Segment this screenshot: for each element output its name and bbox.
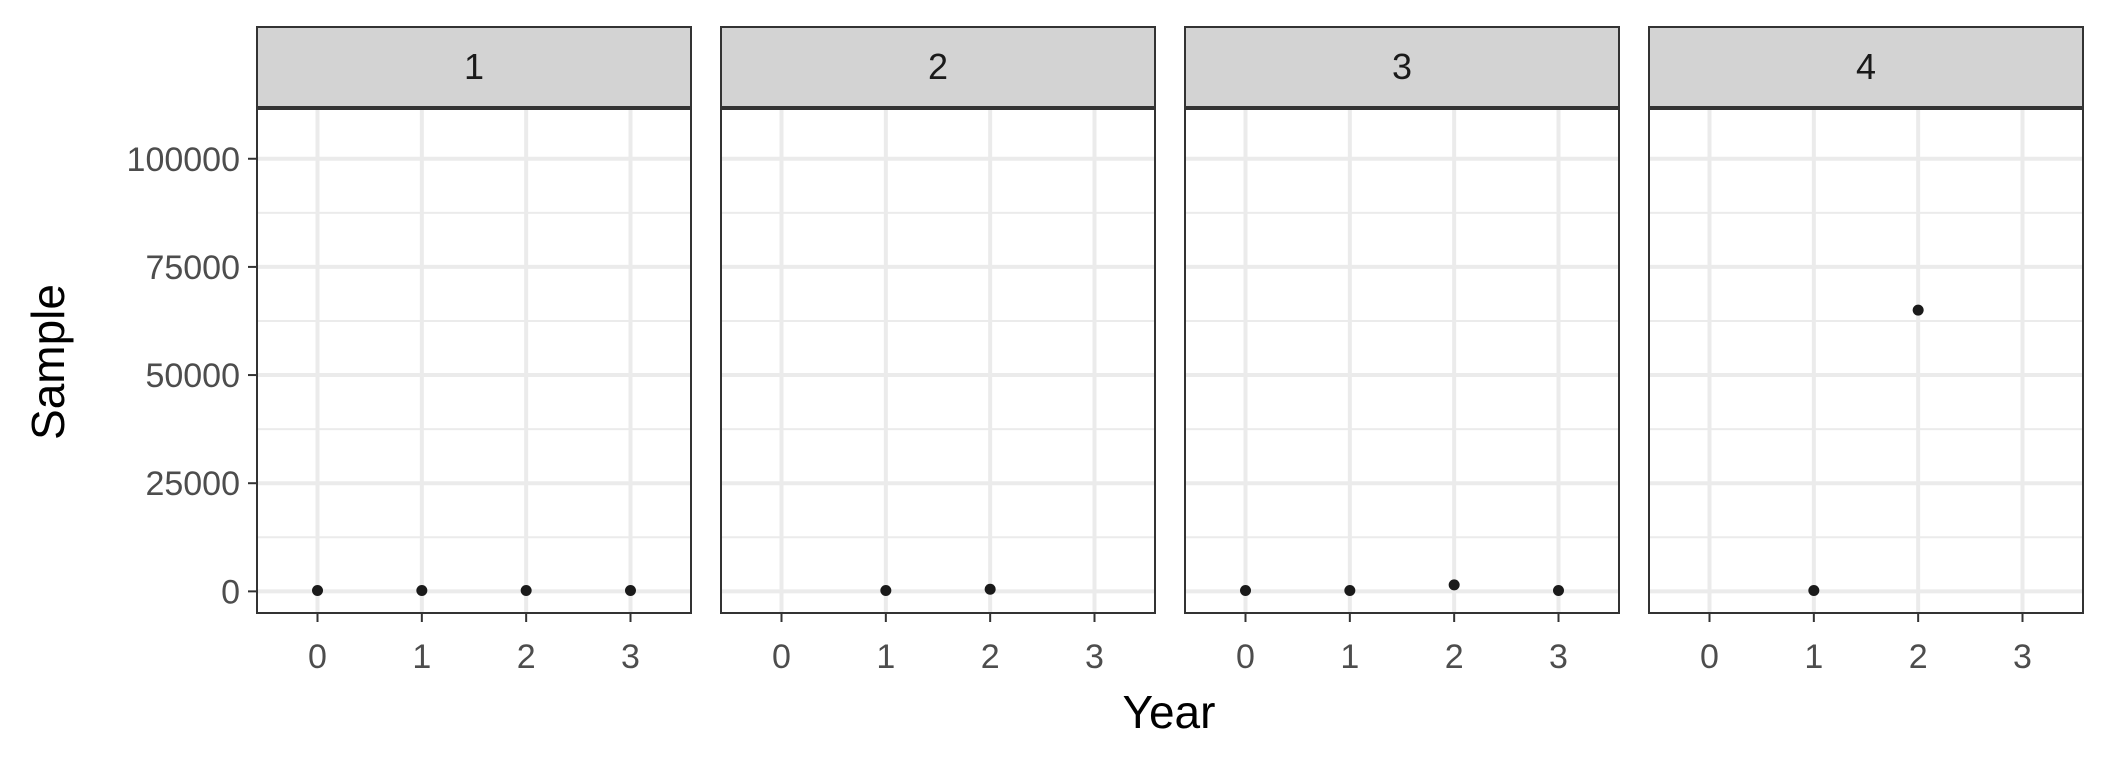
data-point xyxy=(1808,585,1820,597)
x-tick-label: 2 xyxy=(517,638,536,676)
x-tick-label: 1 xyxy=(1804,638,1823,676)
panel-border xyxy=(720,108,1156,614)
x-tick-label: 2 xyxy=(1445,638,1464,676)
panel-border xyxy=(256,108,692,614)
facet-strip xyxy=(1648,26,2084,108)
y-tick-label: 100000 xyxy=(127,141,240,179)
data-point xyxy=(520,585,532,597)
data-point xyxy=(1912,304,1924,316)
x-tick-label: 0 xyxy=(1236,638,1255,676)
data-point xyxy=(312,585,324,597)
facet-panel-3: 3 0 1 2 3 xyxy=(1184,26,1620,676)
x-axis-title: Year xyxy=(1123,686,1216,738)
data-point xyxy=(624,585,636,597)
panel-border xyxy=(1184,108,1620,614)
facet-strip xyxy=(720,26,1156,108)
y-axis: 0 25000 50000 75000 100000 xyxy=(127,141,257,611)
facet-panel-2: 2 0 1 2 3 xyxy=(720,26,1156,676)
y-tick-label: 0 xyxy=(221,573,240,611)
x-tick-label: 1 xyxy=(412,638,431,676)
facet-strip xyxy=(256,26,692,108)
x-tick-label: 0 xyxy=(1700,638,1719,676)
data-point xyxy=(1344,585,1356,597)
facet-strip-label: 1 xyxy=(464,46,484,87)
y-tick-label: 50000 xyxy=(145,357,240,395)
panel-background xyxy=(721,109,1155,613)
panel-background xyxy=(257,109,691,613)
data-point xyxy=(1240,585,1252,597)
data-point xyxy=(880,585,892,597)
panel-border xyxy=(1648,108,2084,614)
y-tick-label: 25000 xyxy=(145,465,240,503)
facet-strip-label: 2 xyxy=(928,46,948,87)
x-tick-label: 3 xyxy=(621,638,640,676)
x-tick-label: 2 xyxy=(981,638,1000,676)
y-tick-label: 75000 xyxy=(145,249,240,287)
facet-strip-label: 3 xyxy=(1392,46,1412,87)
data-point xyxy=(984,583,996,595)
x-tick-label: 1 xyxy=(1340,638,1359,676)
panel-background xyxy=(1185,109,1619,613)
panel-background xyxy=(1649,109,2083,613)
x-tick-label: 1 xyxy=(876,638,895,676)
x-tick-label: 3 xyxy=(1085,638,1104,676)
x-tick-label: 2 xyxy=(1909,638,1928,676)
facet-panel-1: 1 0 1 2 3 xyxy=(256,26,692,676)
x-tick-label: 0 xyxy=(772,638,791,676)
y-axis-title: Sample xyxy=(22,284,74,440)
x-tick-label: 0 xyxy=(308,638,327,676)
data-point xyxy=(1448,579,1460,591)
facet-strip xyxy=(1184,26,1620,108)
x-tick-label: 3 xyxy=(2013,638,2032,676)
facet-panel-4: 4 0 1 2 3 xyxy=(1648,26,2084,676)
facet-strip-label: 4 xyxy=(1856,46,1876,87)
data-point xyxy=(1552,585,1564,597)
x-tick-label: 3 xyxy=(1549,638,1568,676)
data-point xyxy=(416,585,428,597)
